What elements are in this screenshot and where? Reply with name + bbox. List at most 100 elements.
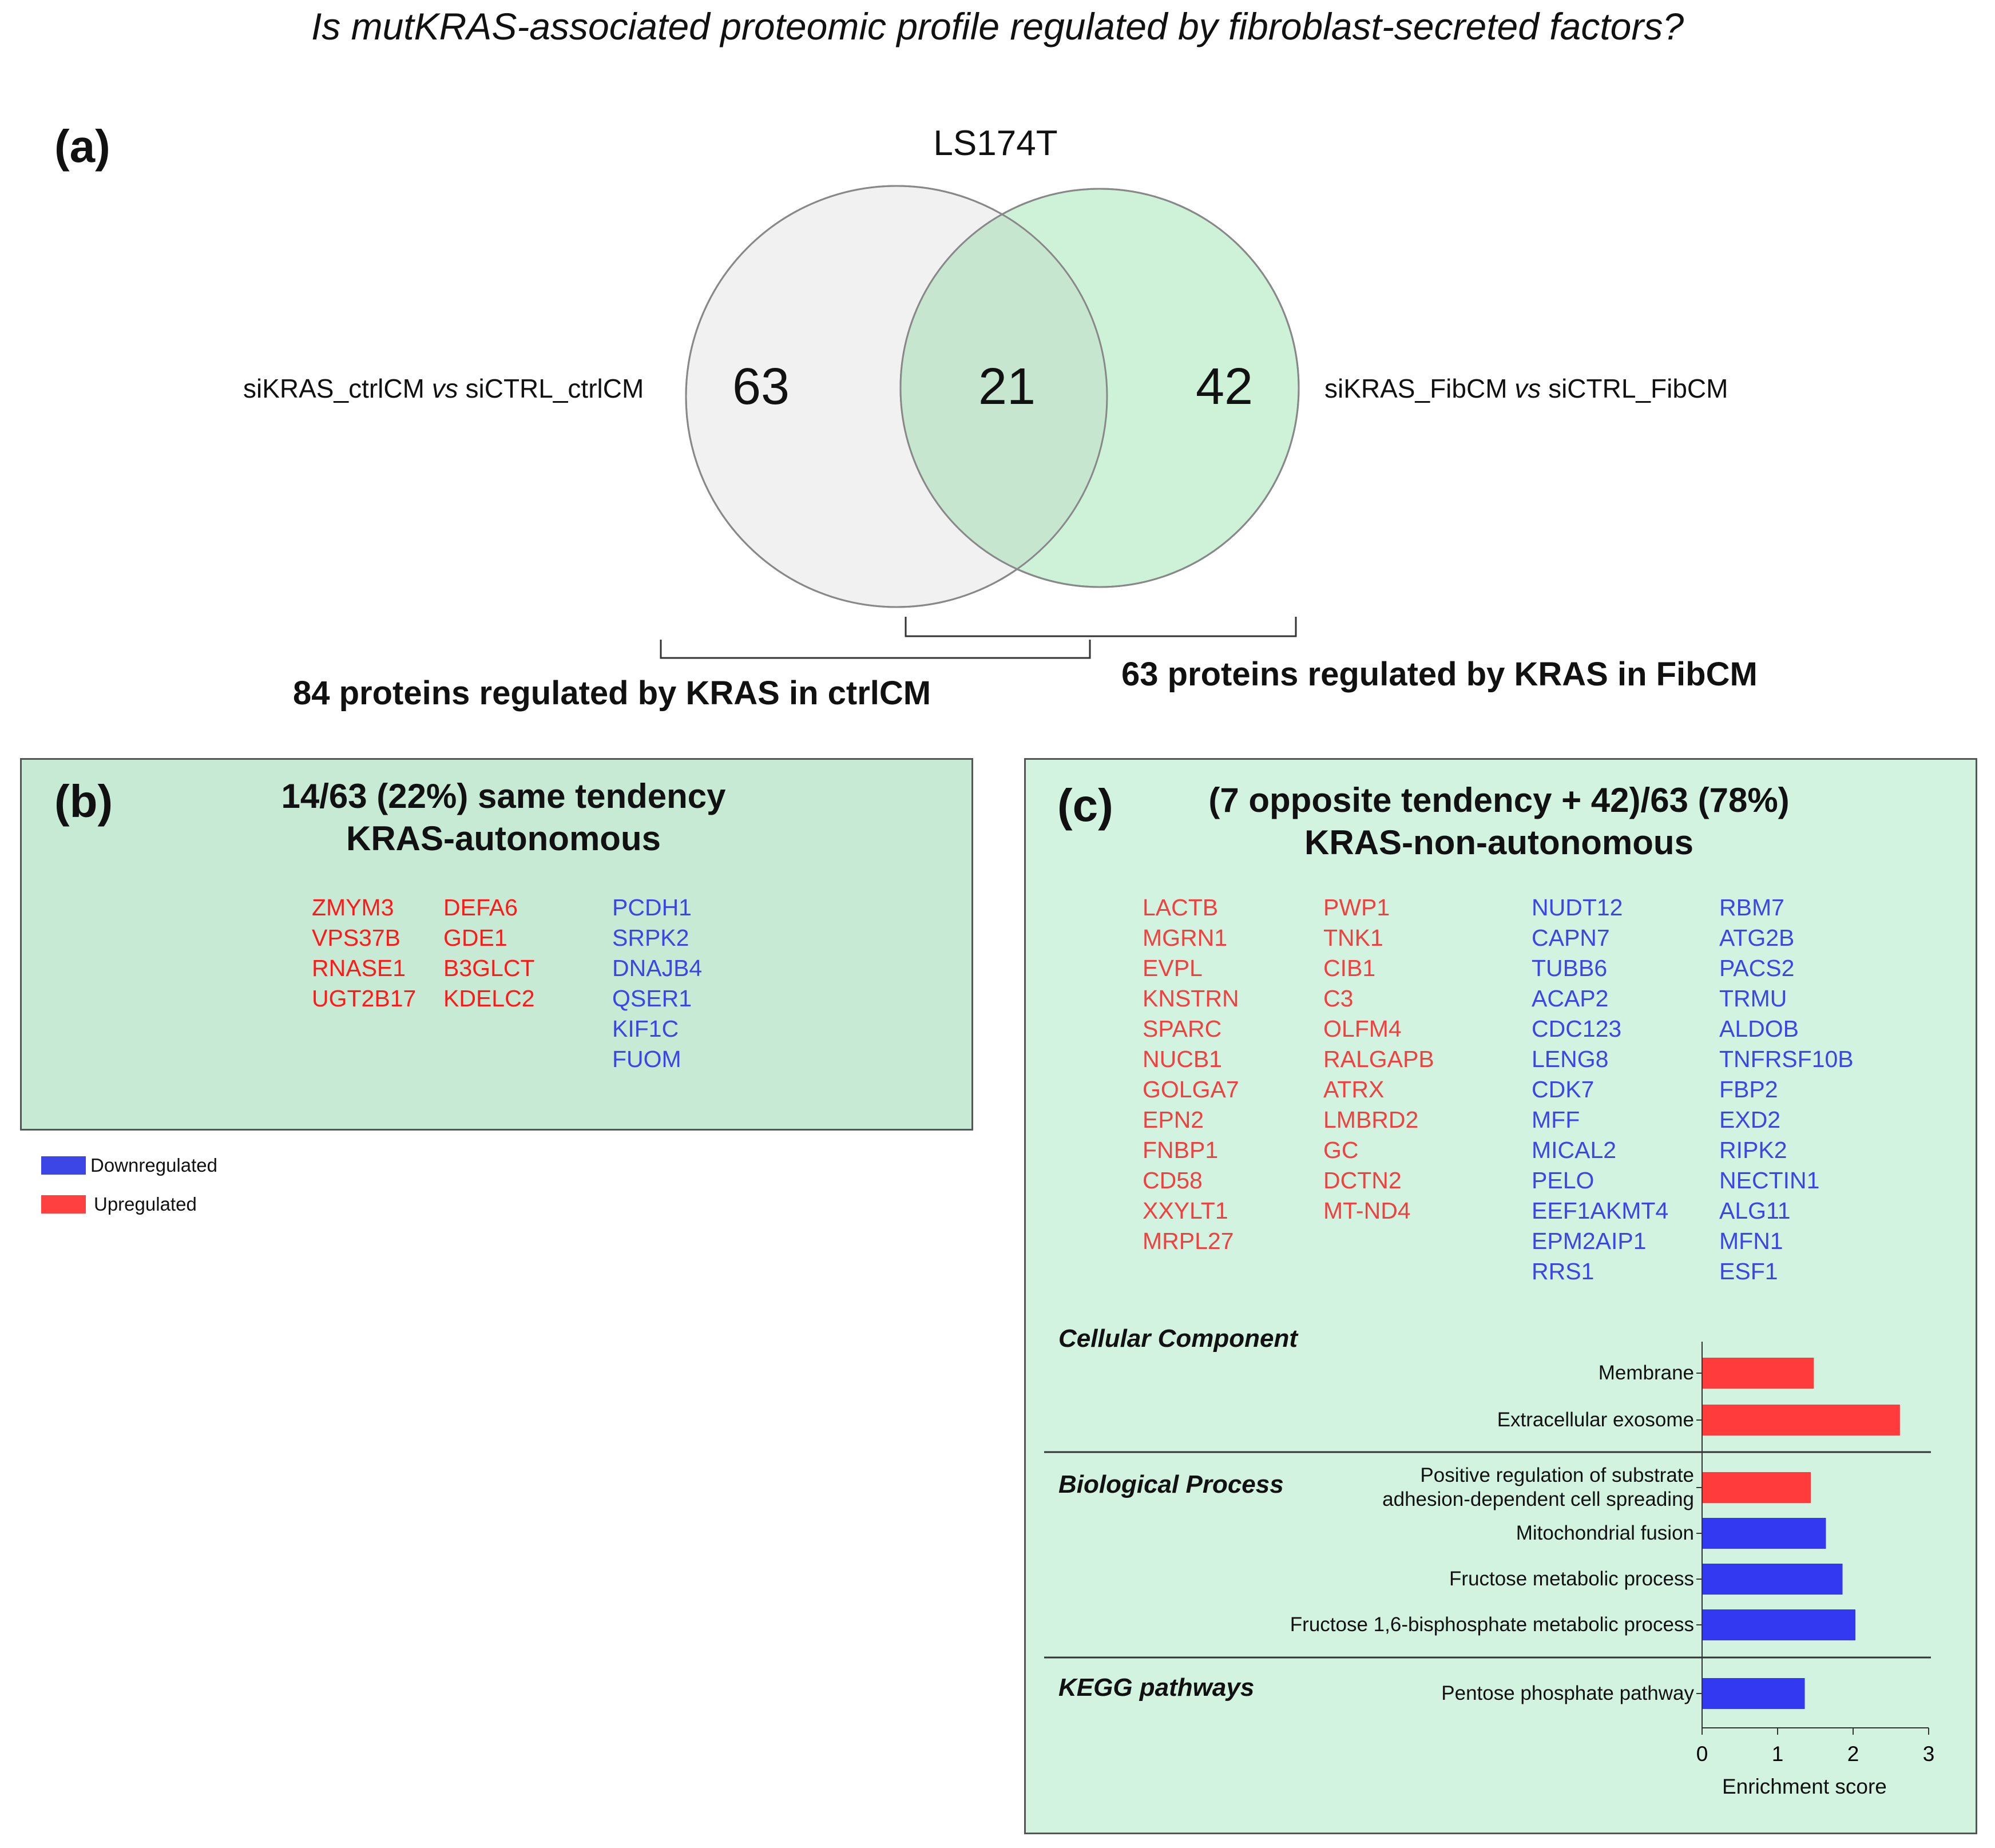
venn-diagram	[660, 185, 1300, 659]
gene-name: NECTIN1	[1719, 1167, 1820, 1193]
gene-name: ATRX	[1323, 1076, 1385, 1103]
gene-name: FNBP1	[1143, 1137, 1219, 1163]
gene-name: CDC123	[1532, 1016, 1622, 1042]
gene-name: NUCB1	[1143, 1046, 1222, 1072]
bar-label-line: Positive regulation of substrate	[1420, 1464, 1694, 1486]
panel-b-upregulated-col1: ZMYM3 VPS37B RNASE1 UGT2B17	[312, 893, 416, 1014]
bar-label: Mitochondrial fusion	[1516, 1522, 1694, 1544]
gene-name: ACAP2	[1532, 985, 1609, 1012]
x-tick-label: 1	[1772, 1742, 1784, 1766]
gene-name: EEF1AKMT4	[1532, 1197, 1669, 1224]
panel-b-downregulated-col: PCDH1 SRPK2 DNAJB4 QSER1 KIF1C FUOM	[612, 893, 702, 1074]
left-set-label: siKRAS_ctrlCM vs siCTRL_ctrlCM	[243, 374, 644, 403]
gene-name: LMBRD2	[1323, 1107, 1419, 1133]
gene-name: KDELC2	[443, 985, 535, 1012]
gene-name: B3GLCT	[443, 955, 535, 981]
right-set-label: siKRAS_FibCM vs siCTRL_FibCM	[1324, 374, 1728, 403]
bar-label: Pentose phosphate pathway	[1441, 1682, 1694, 1704]
gene-name: TUBB6	[1532, 955, 1608, 981]
right-bracket	[905, 617, 1297, 637]
panel-c-upregulated-col1: LACTB MGRN1 EVPL KNSTRN SPARC NUCB1 GOLGA7 EPN2…	[1143, 893, 1239, 1256]
gene-name: LACTB	[1143, 894, 1219, 921]
panel-c-box	[1024, 758, 1977, 1834]
left-bracket	[660, 640, 1091, 659]
venn-left-only-count: 63	[732, 358, 790, 415]
gene-name: MGRN1	[1143, 925, 1228, 951]
right-bracket-label: 63 proteins regulated by KRAS in FibCM	[1121, 656, 1758, 693]
legend-item-downregulated: Downregulated	[41, 1155, 217, 1176]
bar-mitochondrial-fusion	[1702, 1518, 1826, 1549]
panel-c-upregulated-col2: PWP1 TNK1 CIB1 C3 OLFM4 RALGAPB ATRX LMBRD2 GC DC…	[1323, 893, 1434, 1226]
gene-name: SPARC	[1143, 1016, 1222, 1042]
gene-name: TRMU	[1719, 985, 1787, 1012]
gene-name: KNSTRN	[1143, 985, 1239, 1012]
bar-label: Extracellular exosome	[1497, 1409, 1694, 1431]
gene-name: PWP1	[1323, 894, 1390, 921]
panel-c-downregulated-col1: NUDT12 CAPN7 TUBB6 ACAP2 CDC123 LENG8 CDK7 MFF M…	[1532, 893, 1668, 1287]
section-biological-process: Biological Process	[1058, 1470, 1284, 1498]
gene-name: DEFA6	[443, 894, 518, 921]
bar-fructose-metabolic-process	[1702, 1564, 1843, 1595]
gene-name: LENG8	[1532, 1046, 1609, 1072]
bar-label-line: adhesion-dependent cell spreading	[1382, 1488, 1694, 1510]
gene-name: GC	[1323, 1137, 1359, 1163]
gene-name: CAPN7	[1532, 925, 1610, 951]
gene-name: XXYLT1	[1143, 1197, 1228, 1224]
gene-name: ALDOB	[1719, 1016, 1799, 1042]
venn-right-only-count: 42	[1195, 358, 1254, 415]
gene-name: MFF	[1532, 1107, 1580, 1133]
bar-positive-regulation-of-substrate-adhesion-dependent-cell-spreading	[1702, 1472, 1811, 1503]
bar-pentose-phosphate-pathway	[1702, 1678, 1805, 1709]
gene-name: PCDH1	[612, 894, 692, 921]
bar-label: Membrane	[1598, 1362, 1694, 1384]
panel-b-upregulated-col2: DEFA6 GDE1 B3GLCT KDELC2	[443, 893, 535, 1014]
gene-name: TNFRSF10B	[1719, 1046, 1854, 1072]
gene-name: EPM2AIP1	[1532, 1228, 1647, 1254]
x-axis-label: Enrichment score	[1722, 1775, 1887, 1798]
gene-name: FBP2	[1719, 1076, 1778, 1103]
gene-name: KIF1C	[612, 1016, 679, 1042]
gene-name: RBM7	[1719, 894, 1784, 921]
gene-name: EPN2	[1143, 1107, 1204, 1133]
gene-name: VPS37B	[312, 925, 400, 951]
gene-name: CIB1	[1323, 955, 1376, 981]
gene-name: RRS1	[1532, 1258, 1595, 1284]
legend-item-upregulated: Upregulated	[41, 1193, 217, 1215]
gene-name: RALGAPB	[1323, 1046, 1434, 1072]
gene-name: OLFM4	[1323, 1016, 1402, 1042]
x-tick-label: 0	[1696, 1742, 1708, 1766]
figure-title: Is mutKRAS-associated proteomic profile …	[311, 5, 1684, 47]
gene-name: RIPK2	[1719, 1137, 1787, 1163]
legend-swatch-red	[41, 1195, 86, 1214]
venn-overlap-count: 21	[978, 358, 1036, 415]
gene-name: DCTN2	[1323, 1167, 1402, 1193]
bar-fructose-1-6-bisphosphate-metabolic-process	[1702, 1609, 1855, 1640]
x-tick-label: 2	[1847, 1742, 1859, 1766]
gene-name: PACS2	[1719, 955, 1795, 981]
gene-name: MT-ND4	[1323, 1197, 1411, 1224]
gene-name: NUDT12	[1532, 894, 1623, 921]
bar-extracellular-exosome	[1702, 1405, 1900, 1435]
bar-label: Fructose metabolic process	[1449, 1568, 1694, 1590]
gene-name: SRPK2	[612, 925, 689, 951]
legend-swatch-blue	[41, 1156, 86, 1175]
enrichment-bar-chart: 0 1 2 3	[1044, 1342, 1934, 1766]
legend: Downregulated Upregulated	[41, 1155, 217, 1215]
gene-name: GOLGA7	[1143, 1076, 1239, 1103]
gene-name: ESF1	[1719, 1258, 1778, 1284]
gene-name: FUOM	[612, 1046, 681, 1072]
gene-name: GDE1	[443, 925, 507, 951]
panel-a-label: (a)	[54, 121, 110, 172]
gene-name: C3	[1323, 985, 1354, 1012]
section-kegg-pathways: KEGG pathways	[1058, 1673, 1255, 1702]
gene-name: ZMYM3	[312, 894, 394, 921]
bar-membrane	[1702, 1358, 1814, 1389]
panel-b-box	[20, 758, 973, 1131]
section-cellular-component: Cellular Component	[1058, 1324, 1298, 1353]
gene-name: ALG11	[1719, 1197, 1791, 1224]
gene-name: DNAJB4	[612, 955, 703, 981]
gene-name: MICAL2	[1532, 1137, 1617, 1163]
venn-overlap-region	[901, 189, 1107, 587]
gene-name: QSER1	[612, 985, 692, 1012]
left-bracket-label: 84 proteins regulated by KRAS in ctrlCM	[293, 675, 931, 712]
